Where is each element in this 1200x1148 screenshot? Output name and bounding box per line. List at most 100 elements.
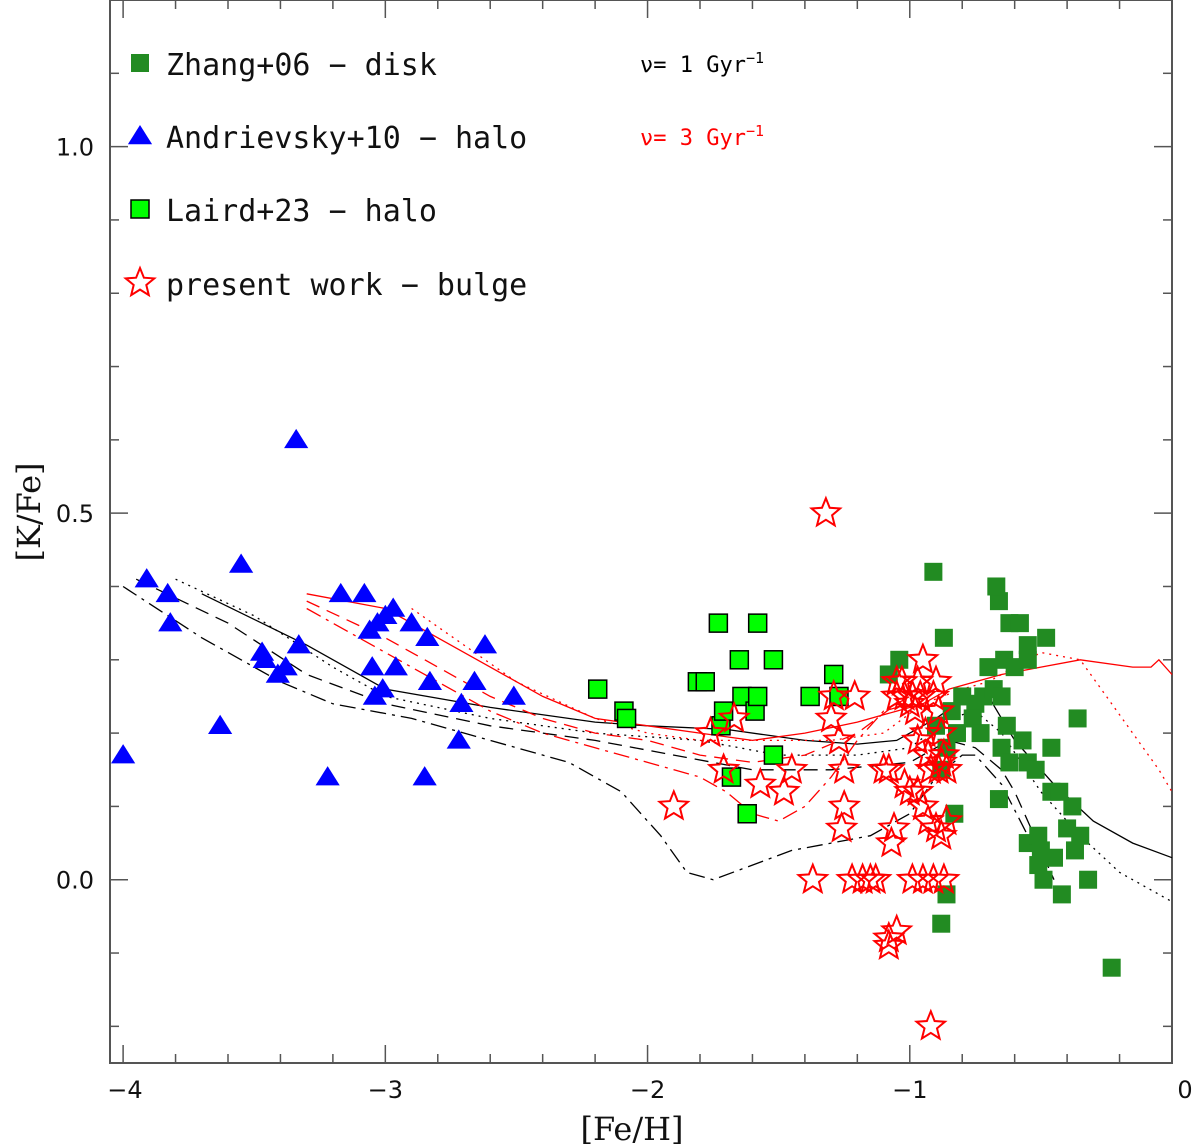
data-point-present xyxy=(879,913,914,946)
data-point-present xyxy=(871,928,906,960)
model-curve-black-dashed xyxy=(135,578,1055,880)
data-point-andrievsky xyxy=(286,634,311,654)
rate-label-text: ν= 1 Gyr xyxy=(640,53,746,78)
model-curve-red-dashdot xyxy=(306,607,910,822)
data-point-andrievsky xyxy=(134,568,159,588)
data-point-present xyxy=(913,1008,948,1041)
data-point-zhang xyxy=(1068,709,1087,728)
data-point-andrievsky xyxy=(352,582,377,603)
y-tick-label: 1.0 xyxy=(56,134,94,162)
data-point-present xyxy=(916,862,951,895)
data-point-present xyxy=(911,737,945,770)
data-point-zhang xyxy=(989,592,1008,611)
data-point-zhang xyxy=(1065,841,1084,860)
data-point-present xyxy=(717,700,751,733)
data-point-andrievsky xyxy=(399,612,424,632)
x-tick-label: −3 xyxy=(368,1076,403,1104)
data-point-laird xyxy=(800,686,820,707)
data-point-present xyxy=(822,722,856,755)
data-point-zhang xyxy=(1037,628,1056,647)
data-point-laird xyxy=(616,708,637,729)
legend-marker-present xyxy=(123,265,157,298)
data-point-zhang xyxy=(979,658,998,677)
data-point-present xyxy=(924,744,959,777)
data-point-zhang xyxy=(963,709,982,728)
legend-marker-laird xyxy=(130,199,150,219)
data-point-zhang xyxy=(1013,731,1032,750)
data-point-andrievsky xyxy=(229,553,254,573)
y-tick-label: 0.5 xyxy=(56,500,94,528)
data-point-andrievsky xyxy=(446,729,471,749)
data-point-laird xyxy=(747,613,768,633)
data-point-present xyxy=(900,722,935,755)
data-point-zhang xyxy=(1079,870,1098,889)
legend: Zhang+06 − disk Andrievsky+10 − halo Laird… xyxy=(123,48,764,303)
y-axis-title: [K/Fe] xyxy=(10,462,48,561)
data-point-laird xyxy=(747,686,768,707)
data-point-present xyxy=(921,752,956,785)
data-point-present xyxy=(924,817,959,851)
data-point-andrievsky xyxy=(462,670,487,691)
data-point-laird xyxy=(729,650,750,670)
data-point-present xyxy=(892,686,927,719)
legend-marker-zhang xyxy=(131,54,149,72)
data-point-andrievsky xyxy=(360,656,385,676)
data-point-zhang xyxy=(1029,856,1048,875)
data-point-present xyxy=(858,862,893,895)
data-point-present xyxy=(919,810,953,843)
data-point-present xyxy=(837,678,872,711)
model-curve-red-dotted xyxy=(411,607,1173,793)
data-point-zhang xyxy=(987,577,1006,596)
data-point-andrievsky xyxy=(501,685,526,705)
data-point-present xyxy=(706,752,741,785)
data-point-zhang xyxy=(1052,885,1071,904)
data-point-zhang xyxy=(992,687,1011,706)
data-point-andrievsky xyxy=(155,582,180,603)
data-point-zhang xyxy=(1042,738,1061,757)
legend-label-andrievsky: Andrievsky+10 − halo xyxy=(166,121,527,156)
rate-label-text: ν= 3 Gyr xyxy=(640,126,746,151)
y-tick-label: 0.0 xyxy=(56,867,94,895)
data-point-zhang xyxy=(1102,958,1121,977)
data-point-present xyxy=(656,788,691,821)
data-point-present xyxy=(921,693,956,726)
x-axis-title: [Fe/H] xyxy=(580,1110,683,1148)
data-point-zhang xyxy=(1018,636,1037,655)
data-point-andrievsky xyxy=(252,648,277,669)
data-point-present xyxy=(743,766,778,799)
data-point-zhang xyxy=(1018,650,1037,669)
data-point-present xyxy=(927,861,961,895)
x-tick-label: −4 xyxy=(107,1076,142,1104)
data-point-present xyxy=(814,700,848,733)
data-point-present xyxy=(906,788,940,821)
data-point-zhang xyxy=(890,650,909,669)
data-point-andrievsky xyxy=(315,766,340,786)
data-point-present xyxy=(919,664,953,697)
data-point-zhang xyxy=(1029,826,1048,845)
data-point-zhang xyxy=(924,562,943,581)
legend-label-present: present work − bulge xyxy=(166,268,527,303)
data-point-andrievsky xyxy=(417,670,443,691)
legend-label-zhang: Zhang+06 − disk xyxy=(166,48,437,83)
series-laird xyxy=(587,613,849,824)
data-point-laird xyxy=(763,745,784,765)
plot-frame xyxy=(109,0,1173,1064)
data-point-andrievsky xyxy=(284,428,309,449)
data-point-present xyxy=(824,810,859,843)
legend-label-laird: Laird+23 − halo xyxy=(166,194,437,229)
data-point-andrievsky xyxy=(449,692,474,713)
data-point-zhang xyxy=(1000,753,1019,772)
data-point-zhang xyxy=(997,716,1016,735)
data-point-present xyxy=(877,810,911,843)
data-point-present xyxy=(911,803,945,836)
rate-label: ν= 1 Gyr−1 xyxy=(640,49,764,78)
data-point-present xyxy=(906,642,940,675)
data-point-present xyxy=(795,861,830,895)
data-points xyxy=(111,428,1121,1041)
data-point-present xyxy=(879,678,914,711)
data-point-present xyxy=(767,774,801,807)
data-point-andrievsky xyxy=(111,744,136,764)
axis-ticks: −4 −3 −2 −1 0 0.0 0.5 1.0 xyxy=(56,0,1193,1104)
x-tick-label: −1 xyxy=(892,1076,927,1104)
